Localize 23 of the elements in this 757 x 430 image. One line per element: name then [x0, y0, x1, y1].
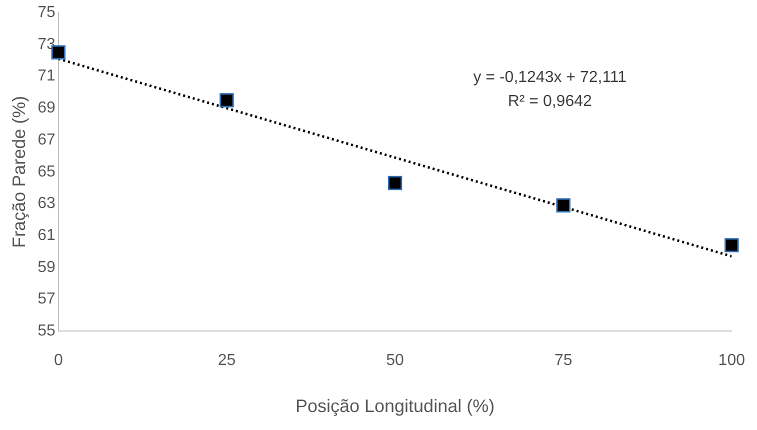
point [724, 238, 739, 252]
y-tick-label: 71 [38, 68, 56, 85]
y-tick-label: 57 [38, 290, 56, 308]
x-axis-title: Posição Longitudinal (%) [295, 396, 495, 416]
y-tick-label: 65 [38, 163, 56, 180]
y-tick-label: 75 [38, 4, 56, 22]
x-tick-label: 0 [54, 352, 63, 370]
point [388, 176, 402, 190]
x-tick-label: 25 [218, 352, 236, 370]
annotation: R² = 0,9642 [508, 93, 592, 110]
annotation: y = -0,1243x + 72,111 [473, 69, 627, 86]
x-tick-label: 50 [386, 352, 404, 370]
y-tick-label: 59 [38, 258, 56, 276]
x-tick-label: 100 [718, 352, 746, 370]
y-tick-label: 55 [38, 322, 56, 340]
x-tick-label: 75 [554, 352, 572, 370]
point [556, 198, 570, 212]
y-axis-title: Fração Parede (%) [8, 96, 29, 248]
y-tick-label: 61 [38, 227, 56, 244]
y-tick-label: 63 [38, 195, 56, 212]
y-tick-label: 67 [38, 131, 56, 148]
point [220, 93, 234, 108]
y-tick-label: 69 [38, 100, 56, 117]
